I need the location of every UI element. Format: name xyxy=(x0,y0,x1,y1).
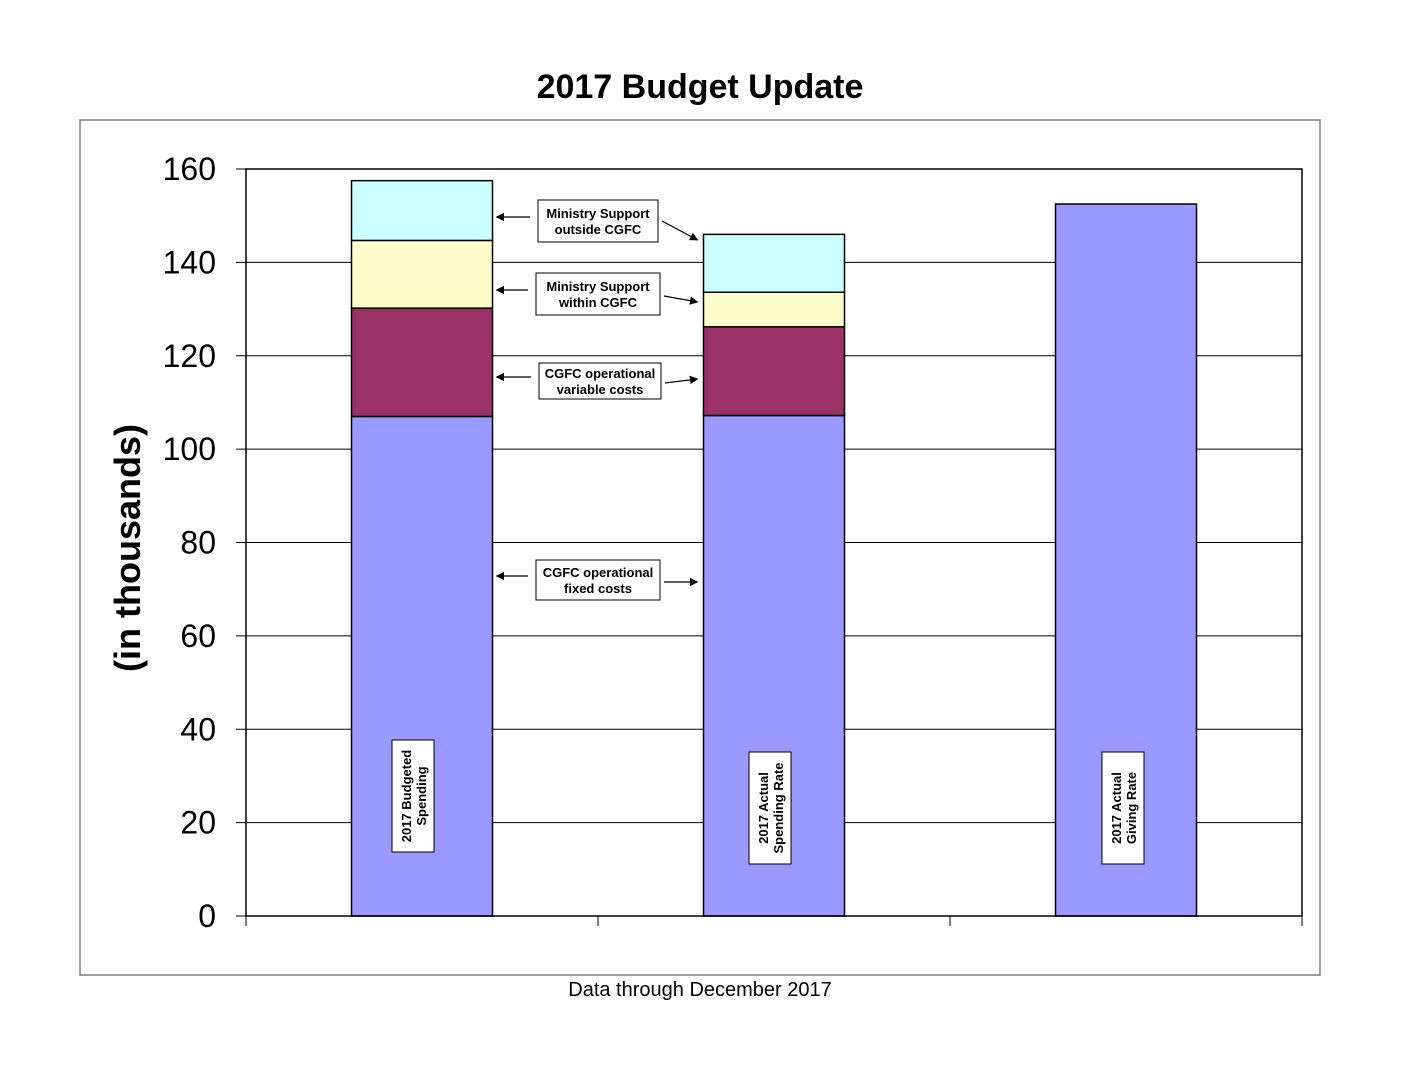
bar-category-label-line: 2017 Budgeted xyxy=(399,750,414,843)
y-tick-label: 120 xyxy=(163,338,216,374)
bar-segment-ministry-support-outside-cgfc xyxy=(702,233,846,294)
annotation-line: Ministry Support xyxy=(546,279,650,294)
annotation-line: outside CGFC xyxy=(555,222,642,237)
annotation-box xyxy=(538,362,662,400)
plot-border xyxy=(245,168,1303,917)
annotation-arrow-right xyxy=(663,295,699,305)
annotation-line: fixed costs xyxy=(564,581,632,596)
annotation-text: Ministry Support within CGFC xyxy=(546,279,650,310)
chart-title: 2017 Budget Update xyxy=(537,68,864,106)
bar-segment-ministry-support-outside-cgfc xyxy=(350,179,494,242)
bar-category-label-line: Spending Rate xyxy=(771,762,786,853)
annotation-text: CGFC operational variable costs xyxy=(545,366,656,397)
annotation-callout: CGFC operational fixed costs xyxy=(495,559,699,601)
annotation-text: CGFC operational fixed costs xyxy=(543,565,654,596)
y-tick-label: 60 xyxy=(180,618,216,654)
bar-category-label-line: 2017 Actual xyxy=(1109,772,1124,844)
y-axis-label: (in thousands) xyxy=(107,424,148,672)
bar-label-box xyxy=(1101,751,1145,865)
y-tick-label: 100 xyxy=(163,431,216,467)
bar-label-box xyxy=(748,751,792,865)
y-tick-label: 80 xyxy=(180,525,216,561)
bar-category-label: 2017 ActualGiving Rate xyxy=(1101,751,1145,865)
bar-segment-ministry-support-within-cgfc xyxy=(702,291,846,328)
annotation-line: Ministry Support xyxy=(546,206,650,221)
bar-segment-cgfc-operational-variable-costs xyxy=(702,326,846,417)
y-tick-label: 40 xyxy=(180,711,216,747)
footer-note: Data through December 2017 xyxy=(568,979,832,1001)
bar-segment-ministry-support-within-cgfc xyxy=(350,239,494,309)
annotation-box xyxy=(535,559,661,601)
annotation-text: Ministry Support outside CGFC xyxy=(546,206,650,237)
annotation-arrow-right xyxy=(664,375,699,385)
annotation-line: CGFC operational xyxy=(545,366,656,381)
bar-category-label-line: Spending xyxy=(414,766,429,825)
annotation-callout: Ministry Support outside CGFC xyxy=(495,199,699,243)
annotation-callout: Ministry Support within CGFC xyxy=(495,272,699,316)
bar-category-label-text: 2017 ActualSpending Rate xyxy=(756,762,786,853)
bar-category-label: 2017 BudgetedSpending xyxy=(391,739,435,853)
bar-category-label-text: 2017 BudgetedSpending xyxy=(399,750,429,843)
annotation-box xyxy=(537,199,659,243)
bar-segment-cgfc-operational-variable-costs xyxy=(350,307,494,418)
y-tick-label: 140 xyxy=(163,244,216,280)
bar-category-label-text: 2017 ActualGiving Rate xyxy=(1109,772,1139,844)
annotation-line: CGFC operational xyxy=(543,565,654,580)
annotation-line: variable costs xyxy=(557,382,644,397)
annotation-arrow-right xyxy=(661,220,699,241)
bar-category-label-line: Giving Rate xyxy=(1124,772,1139,844)
annotation-box xyxy=(535,272,661,316)
bar-label-box xyxy=(391,739,435,853)
annotation-line: within CGFC xyxy=(558,295,638,310)
y-tick-label: 0 xyxy=(198,898,216,934)
bar-category-label: 2017 ActualSpending Rate xyxy=(748,751,792,865)
y-tick-label: 160 xyxy=(163,151,216,187)
bar-category-label-line: 2017 Actual xyxy=(756,772,771,844)
y-tick-label: 20 xyxy=(180,805,216,841)
annotation-callout: CGFC operational variable costs xyxy=(495,362,699,400)
